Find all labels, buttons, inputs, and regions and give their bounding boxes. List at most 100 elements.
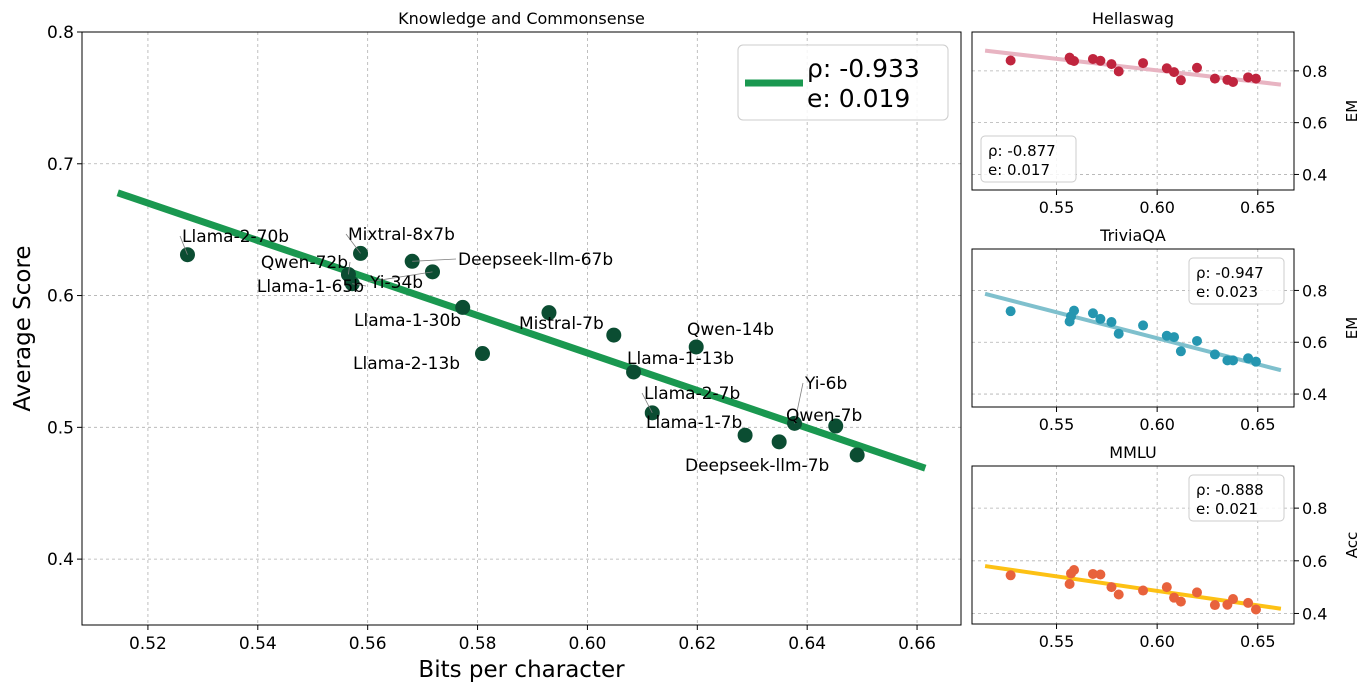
- point-label: Deepseek-llm-7b: [685, 456, 829, 476]
- data-point: [688, 339, 704, 355]
- data-point: [1138, 320, 1149, 331]
- x-axis: 0.55 0.60 0.65: [1039, 190, 1276, 217]
- data-point: [1005, 306, 1016, 317]
- x-tick-label: 0.55: [1039, 415, 1075, 434]
- x-tick-label: 0.54: [239, 634, 277, 654]
- y-tick-label: 0.6: [1302, 114, 1327, 133]
- panel-hellaswag: 0.55 0.60 0.65 0.4 0.6 0.8 Hellaswag EM ρ: -0.87…: [971, 9, 1361, 217]
- data-point: [1228, 593, 1239, 604]
- data-point: [1175, 596, 1186, 607]
- legend-error: e: 0.023: [1196, 283, 1258, 301]
- y-axis: 0.4 0.6 0.8: [1294, 499, 1327, 623]
- data-point: [1005, 570, 1016, 581]
- data-point: [1191, 587, 1202, 598]
- data-point: [1113, 66, 1124, 77]
- axes-frame: [971, 465, 1295, 625]
- data-point: [474, 346, 490, 362]
- y-axis-label: EM: [1343, 317, 1361, 339]
- legend-rho: ρ: -0.933: [807, 54, 920, 83]
- data-point: [737, 427, 753, 443]
- data-point: [1113, 589, 1124, 600]
- data-point: [1064, 578, 1075, 589]
- data-point: [1191, 335, 1202, 346]
- data-point: [1191, 62, 1202, 73]
- data-points: [1005, 305, 1261, 367]
- legend-error: e: 0.021: [1196, 500, 1258, 518]
- data-point: [1138, 585, 1149, 596]
- y-axis-label: Average Score: [10, 245, 36, 411]
- data-point: [1169, 67, 1180, 78]
- y-tick-label: 0.6: [47, 287, 74, 307]
- data-point: [1209, 600, 1220, 611]
- axes-frame: [971, 248, 1295, 408]
- data-point: [1005, 55, 1016, 66]
- point-label: Deepseek-llm-67b: [458, 250, 613, 270]
- y-tick-label: 0.5: [47, 418, 74, 438]
- point-label: Qwen-14b: [687, 320, 774, 340]
- x-tick-label: 0.55: [1039, 632, 1075, 651]
- y-axis: 0.4 0.5 0.6 0.7 0.8: [47, 23, 82, 570]
- y-axis-label: EM: [1343, 100, 1361, 122]
- x-tick-label: 0.60: [568, 634, 606, 654]
- data-point: [828, 418, 844, 434]
- y-tick-label: 0.8: [1302, 281, 1327, 300]
- point-label: Yi-34b: [369, 273, 423, 293]
- data-point: [849, 447, 865, 463]
- x-tick-label: 0.58: [459, 634, 497, 654]
- point-label: Qwen-7b: [786, 406, 862, 426]
- x-tick-label: 0.66: [898, 634, 936, 654]
- chart-title: MMLU: [1109, 443, 1156, 462]
- point-label: Llama-1-65b: [257, 277, 364, 297]
- data-point: [1250, 604, 1261, 615]
- data-points: [1005, 565, 1261, 615]
- data-point: [606, 327, 622, 343]
- point-label: Llama-1-7b: [646, 413, 742, 433]
- y-tick-label: 0.8: [47, 23, 74, 43]
- x-tick-label: 0.52: [129, 634, 167, 654]
- point-label: Mistral-7b: [519, 314, 604, 334]
- panel-mmlu: 0.55 0.60 0.65 0.4 0.6 0.8 MMLU Acc ρ: -0.888e: …: [971, 443, 1361, 651]
- point-label: Yi-6b: [804, 374, 847, 394]
- x-axis-label: Bits per character: [418, 657, 625, 683]
- point-label: Qwen-72b: [261, 253, 348, 273]
- chart-title: TriviaQA: [1099, 226, 1166, 245]
- data-point: [1113, 328, 1124, 339]
- data-point: [1243, 597, 1254, 608]
- legend-box: [1188, 474, 1285, 522]
- point-label: Llama-1-30b: [354, 311, 461, 331]
- point-label: Mixtral-8x7b: [348, 225, 455, 245]
- y-axis: 0.4 0.6 0.8: [1294, 62, 1327, 184]
- x-axis: 0.52 0.54 0.56 0.58 0.60 0.62 0.64 0.66: [129, 625, 936, 654]
- axes-frame: [971, 31, 1295, 191]
- legend-rho: ρ: -0.888: [1196, 481, 1264, 499]
- data-point: [1106, 59, 1117, 70]
- data-point: [1250, 356, 1261, 367]
- axes-frame: [81, 31, 962, 626]
- legend-error: e: 0.019: [807, 84, 910, 113]
- data-point: [1161, 582, 1172, 593]
- y-tick-label: 0.4: [1302, 385, 1327, 404]
- y-tick-label: 0.8: [1302, 499, 1327, 518]
- data-point: [1087, 308, 1098, 319]
- legend-rho: ρ: -0.877: [988, 142, 1056, 160]
- data-point: [1106, 317, 1117, 328]
- x-tick-label: 0.65: [1240, 632, 1276, 651]
- x-tick-label: 0.55: [1039, 198, 1075, 217]
- label-leader: [641, 392, 653, 414]
- x-tick-label: 0.62: [678, 634, 716, 654]
- label-leader: [794, 382, 804, 424]
- x-tick-label: 0.60: [1139, 632, 1175, 651]
- y-tick-label: 0.7: [47, 155, 74, 175]
- data-point: [1087, 568, 1098, 579]
- y-axis: 0.4 0.6 0.8: [1294, 281, 1327, 404]
- x-tick-label: 0.60: [1139, 198, 1175, 217]
- data-point: [1209, 73, 1220, 84]
- data-point: [1095, 55, 1106, 66]
- data-point: [1069, 565, 1080, 576]
- data-point: [626, 364, 642, 380]
- data-point: [1209, 349, 1220, 360]
- data-point: [1175, 75, 1186, 86]
